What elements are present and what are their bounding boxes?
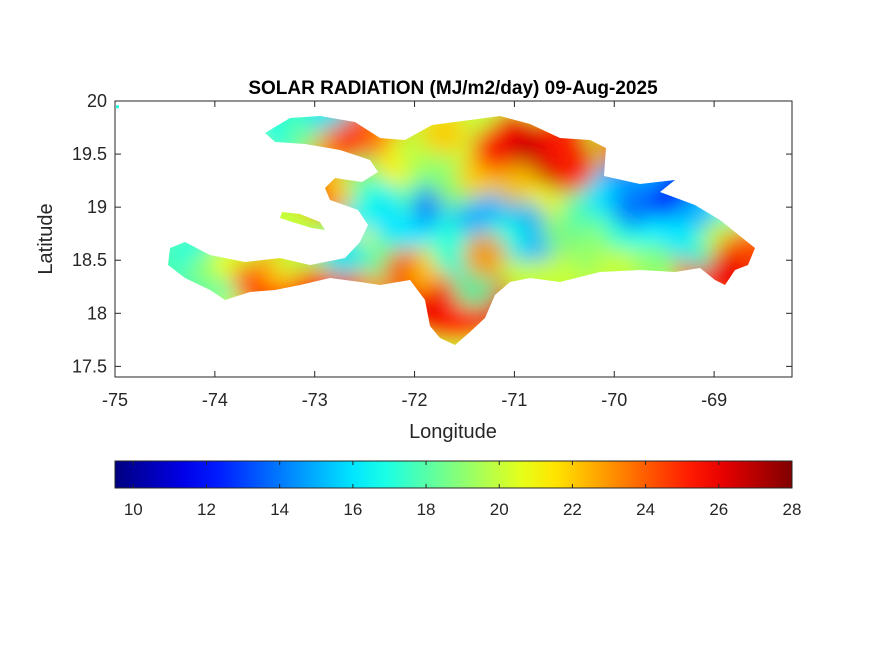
x-axis-ticks: -75 -74 -73 -72 -71 -70 -69 bbox=[102, 101, 727, 410]
colorbar-tick-label: 24 bbox=[636, 500, 655, 519]
heatmap-cell bbox=[592, 248, 637, 293]
heatmap-cell bbox=[552, 148, 597, 192]
y-tick-label: 18.5 bbox=[72, 250, 107, 270]
heatmap-cell bbox=[222, 222, 267, 267]
colorbar-tick-label: 28 bbox=[783, 500, 802, 519]
heatmap-field bbox=[168, 116, 755, 345]
colorbar-tick-label: 14 bbox=[270, 500, 289, 519]
y-tick-label: 18 bbox=[87, 303, 107, 323]
colorbar-ticks: 10 12 14 16 18 20 22 24 26 28 bbox=[124, 461, 802, 519]
heatmap-cell bbox=[422, 116, 467, 155]
y-tick-label: 19 bbox=[87, 197, 107, 217]
y-tick-label: 19.5 bbox=[72, 144, 107, 164]
x-tick-label: -69 bbox=[701, 390, 727, 410]
colorbar-tick-label: 18 bbox=[417, 500, 436, 519]
x-tick-label: -72 bbox=[402, 390, 428, 410]
colorbar-tick-label: 10 bbox=[124, 500, 143, 519]
y-axis-label: Latitude bbox=[35, 203, 57, 274]
colorbar-tick-label: 22 bbox=[563, 500, 582, 519]
heatmap-cell bbox=[542, 116, 587, 150]
chart-title: SOLAR RADIATION (MJ/m2/day) 09-Aug-2025 bbox=[248, 78, 658, 99]
heatmap-cell bbox=[622, 148, 667, 192]
x-tick-label: -75 bbox=[102, 390, 128, 410]
heatmap-cell bbox=[632, 243, 677, 288]
y-axis-ticks: 17.5 18 18.5 19 19.5 20 bbox=[72, 91, 792, 376]
x-tick-label: -70 bbox=[601, 390, 627, 410]
x-tick-label: -74 bbox=[202, 390, 228, 410]
heatmap-cell bbox=[462, 232, 507, 277]
x-axis-label: Longitude bbox=[409, 421, 497, 443]
heatmap-cell bbox=[707, 248, 752, 293]
colorbar-tick-label: 12 bbox=[197, 500, 216, 519]
heatmap-cell bbox=[115, 105, 119, 109]
y-tick-label: 17.5 bbox=[72, 356, 107, 376]
colorbar-tick-label: 16 bbox=[343, 500, 362, 519]
heatmap-cell bbox=[322, 232, 367, 277]
heatmap-cell bbox=[282, 158, 327, 203]
plot-area-frame bbox=[114, 100, 793, 378]
y-tick-label: 20 bbox=[87, 91, 107, 111]
x-tick-label: -71 bbox=[501, 390, 527, 410]
colorbar-tick-label: 26 bbox=[709, 500, 728, 519]
heatmap-island-speckles bbox=[115, 105, 119, 109]
heatmap-cell bbox=[272, 232, 317, 277]
x-tick-label: -73 bbox=[302, 390, 328, 410]
colorbar bbox=[114, 460, 793, 489]
colorbar-tick-label: 20 bbox=[490, 500, 509, 519]
heatmap-cell bbox=[597, 121, 642, 166]
